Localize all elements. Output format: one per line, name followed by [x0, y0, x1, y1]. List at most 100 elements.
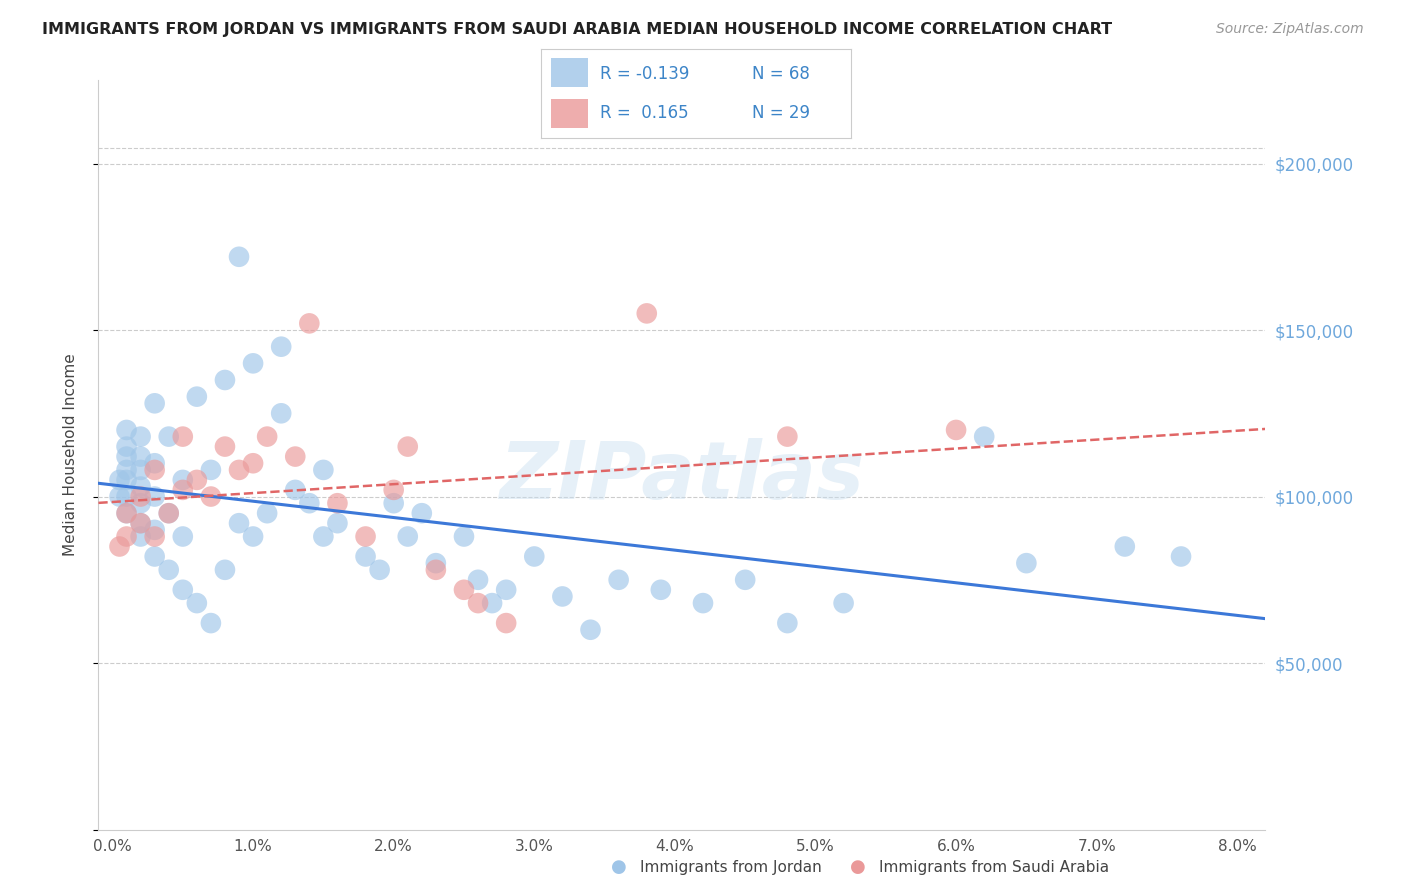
Point	[607, 573, 630, 587]
Point	[157, 506, 180, 520]
Point	[129, 463, 152, 477]
Point	[115, 423, 138, 437]
Point	[495, 616, 517, 631]
Text: R =  0.165: R = 0.165	[600, 104, 689, 122]
Text: Immigrants from Jordan: Immigrants from Jordan	[640, 860, 821, 874]
Text: ZIPatlas: ZIPatlas	[499, 438, 865, 516]
Point	[115, 450, 138, 464]
Point	[228, 250, 250, 264]
Point	[382, 496, 405, 510]
Point	[467, 596, 489, 610]
Y-axis label: Median Household Income: Median Household Income	[63, 353, 77, 557]
Point	[298, 317, 321, 331]
Point	[425, 563, 447, 577]
Point	[186, 390, 208, 404]
Point	[214, 563, 236, 577]
Bar	[551, 99, 588, 128]
Point	[143, 456, 166, 470]
Point	[425, 556, 447, 570]
Point	[200, 490, 222, 504]
Point	[832, 596, 855, 610]
Point	[129, 429, 152, 443]
Point	[382, 483, 405, 497]
Text: R = -0.139: R = -0.139	[600, 65, 689, 83]
Text: Source: ZipAtlas.com: Source: ZipAtlas.com	[1216, 22, 1364, 37]
Text: Immigrants from Saudi Arabia: Immigrants from Saudi Arabia	[879, 860, 1109, 874]
Point	[298, 496, 321, 510]
Point	[115, 506, 138, 520]
Point	[1170, 549, 1192, 564]
Point	[242, 529, 264, 543]
Point	[115, 490, 138, 504]
Point	[143, 396, 166, 410]
Text: IMMIGRANTS FROM JORDAN VS IMMIGRANTS FROM SAUDI ARABIA MEDIAN HOUSEHOLD INCOME C: IMMIGRANTS FROM JORDAN VS IMMIGRANTS FRO…	[42, 22, 1112, 37]
Point	[143, 529, 166, 543]
Point	[326, 516, 349, 531]
Point	[776, 616, 799, 631]
Text: ●: ●	[849, 858, 866, 876]
Text: ●: ●	[610, 858, 627, 876]
Point	[312, 529, 335, 543]
Point	[692, 596, 714, 610]
Point	[214, 440, 236, 454]
Point	[354, 549, 377, 564]
Point	[270, 406, 292, 420]
Point	[143, 523, 166, 537]
Point	[108, 540, 131, 554]
Point	[172, 483, 194, 497]
Point	[129, 479, 152, 493]
Point	[143, 463, 166, 477]
Point	[200, 616, 222, 631]
Point	[734, 573, 756, 587]
Point	[1114, 540, 1136, 554]
Point	[228, 463, 250, 477]
Point	[172, 582, 194, 597]
Point	[115, 529, 138, 543]
Point	[453, 582, 475, 597]
Point	[186, 473, 208, 487]
Point	[579, 623, 602, 637]
Point	[115, 473, 138, 487]
Point	[129, 516, 152, 531]
Point	[354, 529, 377, 543]
Point	[143, 490, 166, 504]
Point	[636, 306, 658, 320]
Point	[945, 423, 967, 437]
Point	[551, 590, 574, 604]
Point	[214, 373, 236, 387]
Point	[326, 496, 349, 510]
Point	[228, 516, 250, 531]
Point	[256, 429, 278, 443]
Point	[776, 429, 799, 443]
Point	[129, 490, 152, 504]
Point	[129, 529, 152, 543]
Point	[242, 356, 264, 370]
Text: N = 29: N = 29	[752, 104, 810, 122]
Point	[411, 506, 433, 520]
Point	[467, 573, 489, 587]
Point	[157, 506, 180, 520]
Text: N = 68: N = 68	[752, 65, 810, 83]
Point	[115, 463, 138, 477]
Point	[1015, 556, 1038, 570]
Point	[368, 563, 391, 577]
Bar	[551, 58, 588, 87]
Point	[396, 440, 419, 454]
Point	[973, 429, 995, 443]
Point	[129, 450, 152, 464]
Point	[523, 549, 546, 564]
Point	[495, 582, 517, 597]
Point	[256, 506, 278, 520]
Point	[481, 596, 503, 610]
Point	[143, 549, 166, 564]
Point	[129, 496, 152, 510]
Point	[453, 529, 475, 543]
Point	[157, 429, 180, 443]
Point	[312, 463, 335, 477]
Point	[200, 463, 222, 477]
Point	[129, 516, 152, 531]
Point	[157, 563, 180, 577]
Point	[108, 473, 131, 487]
Point	[172, 473, 194, 487]
Point	[115, 440, 138, 454]
